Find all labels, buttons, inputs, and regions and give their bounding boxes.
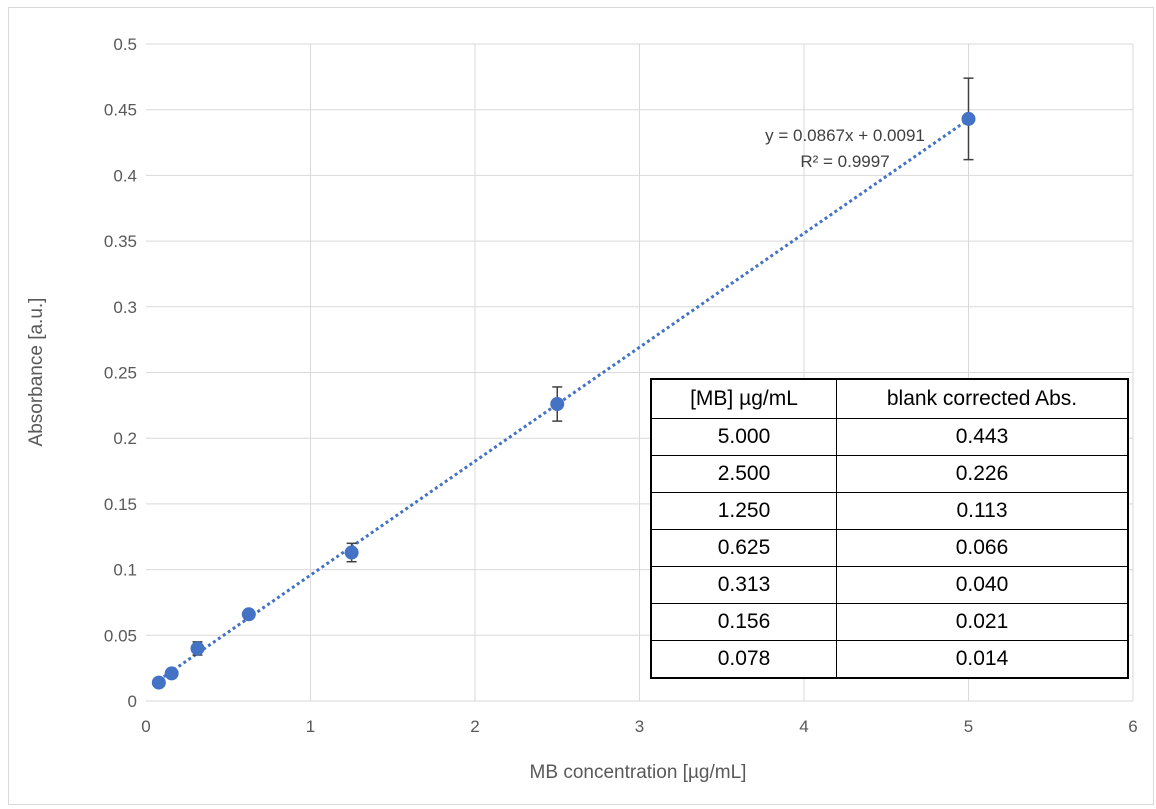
table-cell-absorbance: 0.226 [836, 455, 1129, 493]
y-tick-label: 0.2 [113, 429, 137, 448]
x-axis-title: MB concentration [µg/mL] [530, 762, 747, 783]
table-cell-absorbance: 0.066 [836, 529, 1129, 567]
y-tick-label: 0.3 [113, 298, 137, 317]
y-tick-label: 0.05 [104, 626, 137, 645]
data-point [151, 675, 166, 690]
data-point [164, 666, 179, 681]
table-header-row: [MB] µg/mL blank corrected Abs. [650, 378, 1129, 419]
data-point [190, 641, 205, 656]
table-cell-concentration: 0.313 [650, 566, 837, 604]
y-tick-label: 0 [128, 692, 137, 711]
table-row: 0.625 0.066 [650, 529, 1129, 567]
table-cell-concentration: 1.250 [650, 492, 837, 530]
table-cell-absorbance: 0.113 [836, 492, 1129, 530]
y-tick-label: 0.45 [104, 101, 137, 120]
table-cell-absorbance: 0.040 [836, 566, 1129, 604]
table-row: 1.250 0.113 [650, 492, 1129, 530]
data-points [151, 111, 976, 690]
table-header-concentration: [MB] µg/mL [650, 378, 837, 419]
x-tick-label: 6 [1128, 717, 1137, 736]
table-cell-concentration: 5.000 [650, 418, 837, 456]
x-tick-label: 2 [470, 717, 479, 736]
y-tick-label: 0.1 [113, 561, 137, 580]
data-point [961, 111, 976, 126]
y-tick-label: 0.15 [104, 495, 137, 514]
x-tick-labels: 0 1 2 3 4 5 6 [141, 717, 1137, 736]
y-tick-label: 0.35 [104, 232, 137, 251]
table-row: 0.078 0.014 [650, 640, 1129, 679]
linear-trendline [157, 118, 970, 682]
table-cell-concentration: 0.078 [650, 640, 837, 679]
x-tick-label: 1 [306, 717, 315, 736]
data-point [344, 545, 359, 560]
x-tick-label: 4 [799, 717, 808, 736]
y-tick-labels: 0 0.05 0.1 0.15 0.2 0.25 0.3 0.35 0.4 0.45 0.5 [104, 35, 137, 711]
x-tick-label: 3 [635, 717, 644, 736]
table-row: 2.500 0.226 [650, 455, 1129, 493]
table-cell-absorbance: 0.443 [836, 418, 1129, 456]
y-tick-label: 0.5 [113, 35, 137, 54]
x-tick-label: 5 [964, 717, 973, 736]
data-table: [MB] µg/mL blank corrected Abs. 5.000 0.4… [650, 378, 1129, 679]
trendline [157, 118, 970, 682]
table-row: 5.000 0.443 [650, 418, 1129, 456]
table-cell-absorbance: 0.014 [836, 640, 1129, 679]
r-squared-label: R² = 0.9997 [800, 152, 889, 171]
table-cell-concentration: 0.156 [650, 603, 837, 641]
y-axis-title: Absorbance [a.u.] [26, 298, 47, 447]
y-tick-label: 0.4 [113, 166, 137, 185]
data-point [241, 607, 256, 622]
table-row: 0.313 0.040 [650, 566, 1129, 604]
trendline-equation: y = 0.0867x + 0.0091 [765, 126, 925, 145]
table-row: 0.156 0.021 [650, 603, 1129, 641]
table-cell-absorbance: 0.021 [836, 603, 1129, 641]
data-point [550, 397, 565, 412]
y-tick-label: 0.25 [104, 364, 137, 383]
x-tick-label: 0 [141, 717, 150, 736]
table-cell-concentration: 2.500 [650, 455, 837, 493]
table-cell-concentration: 0.625 [650, 529, 837, 567]
table-header-absorbance: blank corrected Abs. [836, 378, 1129, 419]
